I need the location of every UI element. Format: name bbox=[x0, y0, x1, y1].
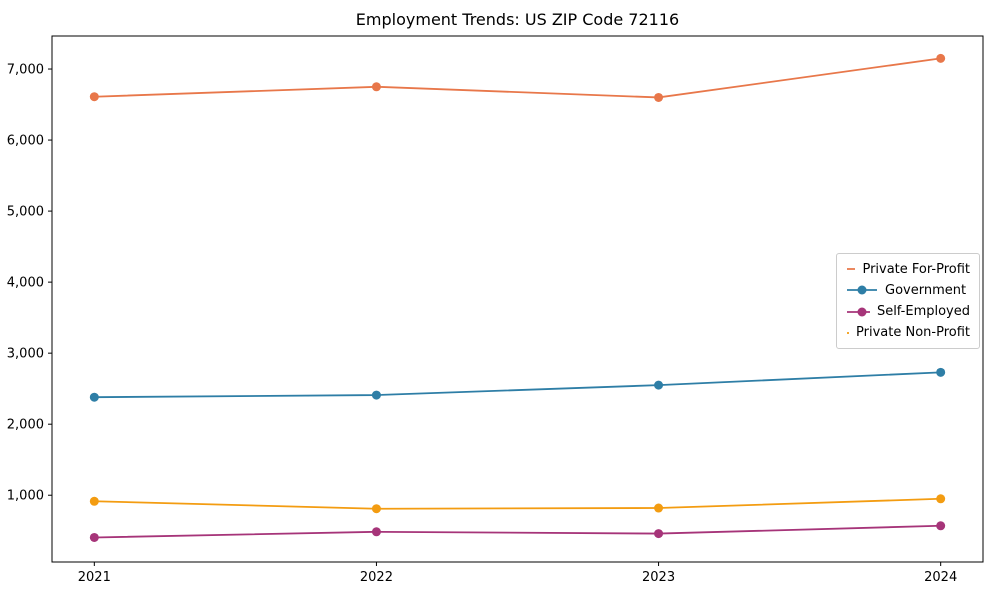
data-point-self-employed-2023 bbox=[654, 529, 664, 539]
legend-label-private-for-profit: Private For-Profit bbox=[862, 261, 970, 277]
data-point-private-non-profit-2021 bbox=[89, 496, 99, 506]
legend-label-private-non-profit: Private Non-Profit bbox=[856, 325, 970, 341]
legend-marker-private-for-profit bbox=[847, 268, 856, 270]
legend-label-government: Government bbox=[885, 282, 967, 298]
y-tick-label: 3,000 bbox=[7, 347, 44, 362]
data-point-private-non-profit-2024 bbox=[936, 494, 946, 504]
data-point-self-employed-2022 bbox=[371, 527, 381, 537]
data-point-private-non-profit-2023 bbox=[654, 503, 664, 513]
plot-frame bbox=[51, 35, 984, 563]
data-point-self-employed-2024 bbox=[936, 521, 946, 531]
series-line-self-employed bbox=[94, 524, 941, 539]
data-point-self-employed-2021 bbox=[89, 532, 99, 542]
legend-marker-self-employed bbox=[847, 307, 870, 317]
data-point-government-2021 bbox=[89, 392, 99, 402]
x-tick-label: 2024 bbox=[924, 570, 957, 585]
legend: Private For-Profit Government Self-Employe… bbox=[836, 253, 980, 349]
legend-marker-private-non-profit bbox=[847, 332, 850, 334]
legend-item-private-non-profit: Private Non-Profit bbox=[846, 326, 970, 340]
y-tick-label: 1,000 bbox=[7, 489, 44, 504]
y-tick-label: 7,000 bbox=[7, 63, 44, 78]
legend-marker-government bbox=[847, 285, 877, 295]
data-point-private-for-profit-2023 bbox=[654, 92, 664, 102]
y-tick-label: 6,000 bbox=[7, 134, 44, 149]
legend-item-self-employed: Self-Employed bbox=[846, 305, 970, 319]
y-tick-label: 5,000 bbox=[7, 205, 44, 220]
series-line-private-for-profit bbox=[94, 57, 941, 99]
x-tick-label: 2022 bbox=[360, 570, 393, 585]
series-line-government bbox=[94, 371, 941, 399]
data-point-private-non-profit-2022 bbox=[371, 504, 381, 514]
data-point-private-for-profit-2024 bbox=[936, 53, 946, 63]
series-line-private-non-profit bbox=[94, 497, 941, 510]
data-point-government-2023 bbox=[654, 380, 664, 390]
y-tick-label: 4,000 bbox=[7, 276, 44, 291]
legend-item-government: Government bbox=[846, 283, 970, 297]
x-tick-label: 2023 bbox=[642, 570, 675, 585]
x-tick-label: 2021 bbox=[78, 570, 111, 585]
data-point-government-2022 bbox=[371, 390, 381, 400]
y-tick-label: 2,000 bbox=[7, 418, 44, 433]
legend-item-private-for-profit: Private For-Profit bbox=[846, 262, 970, 276]
data-point-government-2024 bbox=[936, 367, 946, 377]
chart-title: Employment Trends: US ZIP Code 72116 bbox=[355, 10, 680, 29]
data-point-private-for-profit-2021 bbox=[89, 92, 99, 102]
legend-label-self-employed: Self-Employed bbox=[876, 304, 970, 320]
data-point-private-for-profit-2022 bbox=[371, 82, 381, 92]
